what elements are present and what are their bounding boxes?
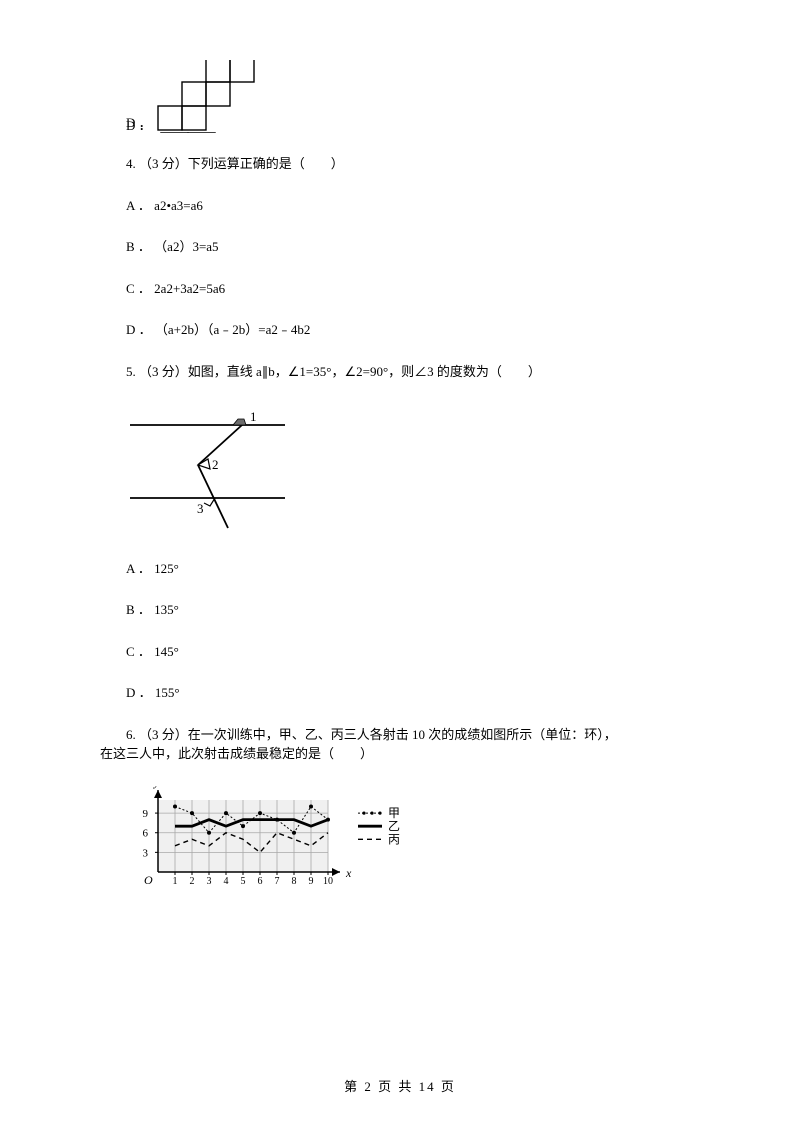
svg-text:4: 4	[224, 876, 229, 887]
q5-option-a: A ． 125°	[100, 559, 700, 579]
svg-text:3: 3	[143, 847, 149, 859]
angle3-label: 3	[197, 501, 204, 516]
svg-text:1: 1	[173, 876, 178, 887]
exam-page: D ． D ．	[0, 0, 800, 961]
q4-option-a: A ． a2•a3=a6	[100, 196, 700, 216]
svg-text:8: 8	[292, 876, 297, 887]
q6-stem: 6. （3 分）在一次训练中，甲、乙、丙三人各射击 10 次的成绩如图所示（单位…	[100, 725, 700, 764]
line-chart: 36912345678910Oxy甲乙丙	[120, 786, 410, 896]
angle1-label: 1	[250, 409, 257, 424]
svg-text:丙: 丙	[388, 832, 400, 846]
q3-d-label: D ．	[126, 113, 152, 133]
svg-text:10: 10	[323, 876, 333, 887]
q5-stem: 5. （3 分）如图，直线 a∥b，∠1=35°，∠2=90°，则∠3 的度数为…	[100, 362, 700, 382]
q4-option-c: C ． 2a2+3a2=5a6	[100, 279, 700, 299]
stair-figure	[154, 60, 284, 132]
svg-text:6: 6	[143, 827, 149, 839]
svg-text:x: x	[345, 866, 352, 880]
q6-chart: 36912345678910Oxy甲乙丙	[120, 786, 700, 902]
svg-text:2: 2	[190, 876, 195, 887]
svg-text:3: 3	[207, 876, 212, 887]
q5-option-b: B ． 135°	[100, 600, 700, 620]
svg-text:5: 5	[241, 876, 246, 887]
svg-text:9: 9	[309, 876, 314, 887]
svg-text:甲: 甲	[388, 806, 400, 820]
parallel-lines-diagram: 1 2 3	[120, 403, 300, 533]
svg-text:6: 6	[258, 876, 263, 887]
svg-text:7: 7	[275, 876, 280, 887]
q5-option-c: C ． 145°	[100, 642, 700, 662]
svg-text:y: y	[153, 786, 160, 789]
svg-text:9: 9	[143, 808, 149, 820]
svg-text:O: O	[144, 873, 153, 887]
q6-stem-line2: 在这三人中，此次射击成绩最稳定的是（ ）	[100, 746, 373, 761]
q4-option-b: B ． （a2）3=a5	[100, 237, 700, 257]
q4-stem: 4. （3 分）下列运算正确的是（ ）	[100, 154, 700, 174]
q6-stem-line1: 6. （3 分）在一次训练中，甲、乙、丙三人各射击 10 次的成绩如图所示（单位…	[126, 727, 617, 742]
q4-option-d: D ． （a+2b）（a﹣2b）=a2﹣4b2	[100, 320, 700, 340]
svg-text:乙: 乙	[388, 819, 400, 833]
q3-option-d-row: D ．	[100, 60, 700, 132]
q5-option-d: D ． 155°	[100, 683, 700, 703]
page-footer: 第 2 页 共 14 页	[0, 1077, 800, 1097]
q5-figure: 1 2 3	[120, 403, 700, 539]
angle2-label: 2	[212, 457, 219, 472]
